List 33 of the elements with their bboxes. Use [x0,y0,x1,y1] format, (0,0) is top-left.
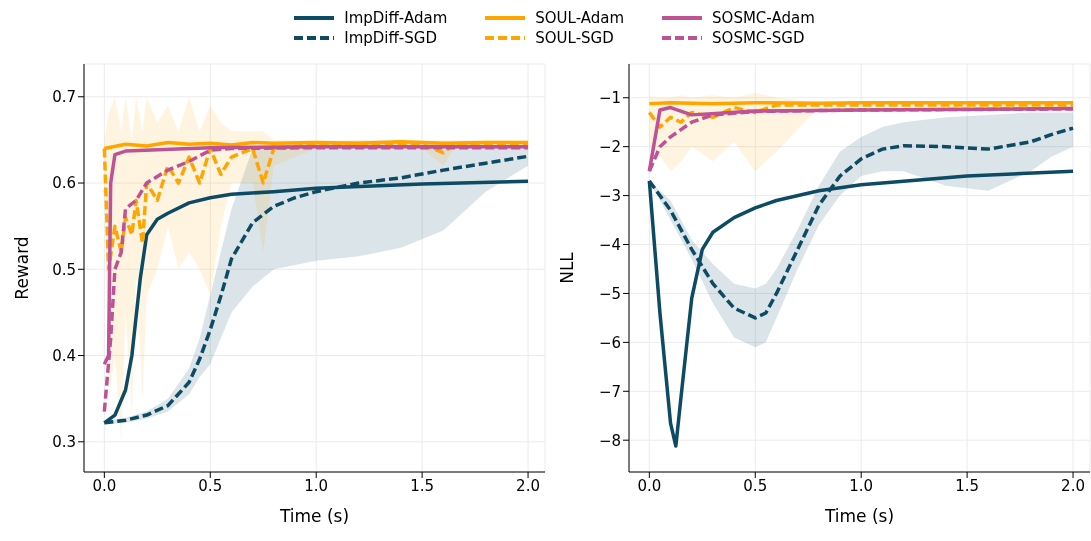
y-tick-label: 0.5 [52,260,76,279]
y-tick-label: 0.6 [52,174,76,193]
y-tick-label: −2 [598,138,621,156]
y-tick-label: −5 [598,284,621,303]
x-tick-label: 0.0 [637,476,662,495]
y-tick-label: 0.3 [52,433,76,452]
y-tick-label: −4 [598,235,621,254]
y-tick-label: −3 [598,186,621,205]
y-tick-label: 0.4 [52,346,76,365]
x-tick-label: 0.0 [92,476,117,495]
x-tick-label: 0.5 [198,476,223,495]
x-tick-label: 1.0 [849,476,874,495]
legend-label: SOSMC-SGD [712,29,805,47]
x-axis-title: Time (s) [823,506,895,526]
legend-label: ImpDiff-Adam [344,9,448,27]
x-tick-label: 1.5 [410,476,435,495]
y-tick-label: −7 [598,382,621,401]
y-tick-label: −1 [598,89,621,108]
legend-label: ImpDiff-SGD [344,29,437,47]
x-tick-label: 1.5 [955,476,980,495]
y-tick-label: −8 [598,431,621,450]
x-tick-label: 0.5 [743,476,768,495]
legend-label: SOUL-Adam [535,9,625,27]
y-tick-label: −6 [598,333,621,352]
x-tick-label: 1.0 [304,476,329,495]
x-tick-label: 2.0 [1061,476,1085,495]
y-axis-title: NLL [557,251,578,284]
x-tick-label: 2.0 [516,476,540,495]
legend-label: SOSMC-Adam [712,9,815,27]
y-tick-label: 0.7 [52,88,76,107]
y-axis-title: Reward [12,236,33,300]
x-axis-title: Time (s) [278,506,350,526]
legend-label: SOUL-SGD [535,29,614,47]
